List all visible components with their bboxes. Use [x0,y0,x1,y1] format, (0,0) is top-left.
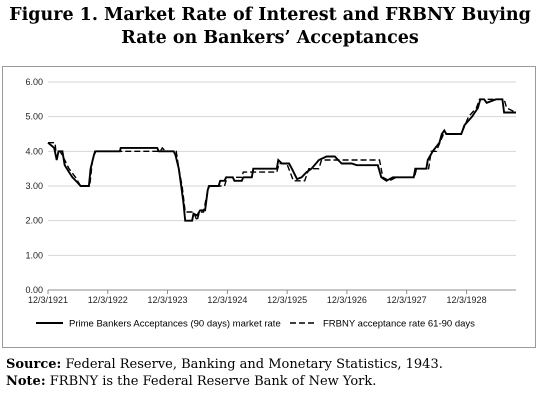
x-tick-label: 12/3/1923 [147,295,187,305]
x-tick-label: 12/3/1921 [28,295,68,305]
y-tick-label: 5.00 [25,112,43,122]
gridlines [48,81,516,291]
x-tick-label: 12/3/1925 [267,295,307,305]
y-tick-label: 4.00 [25,146,43,156]
chart-frame: 0.00 1.00 2.00 3.00 4.00 5.00 6.00 12/3/1921 12… [2,66,536,348]
series-line-2 [48,98,517,223]
y-tick-label: 0.00 [25,285,43,295]
figure-title-line-2: Rate on Bankers’ Acceptances [121,28,419,48]
figure-title-line-1: Figure 1. Market Rate of Interest and FR… [9,5,531,25]
note-line: Note: FRBNY is the Federal Reserve Bank … [6,373,536,390]
legend-label-1: Prime Bankers Acceptances (90 days) mark… [69,319,281,330]
source-line: Source: Federal Reserve, Banking and Mon… [6,356,536,373]
note-text: FRBNY is the Federal Reserve Bank of New… [45,374,377,389]
y-tick-label: 1.00 [25,250,43,260]
x-tick-label: 12/3/1926 [327,295,367,305]
figure-title: Figure 1. Market Rate of Interest and FR… [0,4,540,50]
series-lines [47,98,517,223]
x-tick-label: 12/3/1922 [88,295,128,305]
x-tick-label: 12/3/1927 [387,295,427,305]
y-axis-ticks: 0.00 1.00 2.00 3.00 4.00 5.00 6.00 [25,77,43,295]
y-tick-label: 2.00 [25,216,43,226]
note-label: Note: [6,374,46,389]
source-text: Federal Reserve, Banking and Monetary St… [61,357,443,372]
legend: Prime Bankers Acceptances (90 days) mark… [36,319,475,330]
line-chart: 0.001.002.003.004.005.006.00 12/3/1921 12… [25,77,517,330]
x-tick-label: 12/3/1924 [207,295,247,305]
y-tick-label: 6.00 [25,77,43,87]
y-tick-label: 3.00 [25,181,43,191]
figure-notes: Source: Federal Reserve, Banking and Mon… [6,356,536,390]
legend-label-2: FRBNY acceptance rate 61-90 days [323,319,475,330]
x-axis-ticks: 12/3/1921 12/3/1922 12/3/1923 12/3/1924 12/3… [28,290,487,305]
x-tick-label: 12/3/1928 [447,295,487,305]
series-line-1 [47,98,516,222]
source-label: Source: [6,357,62,372]
